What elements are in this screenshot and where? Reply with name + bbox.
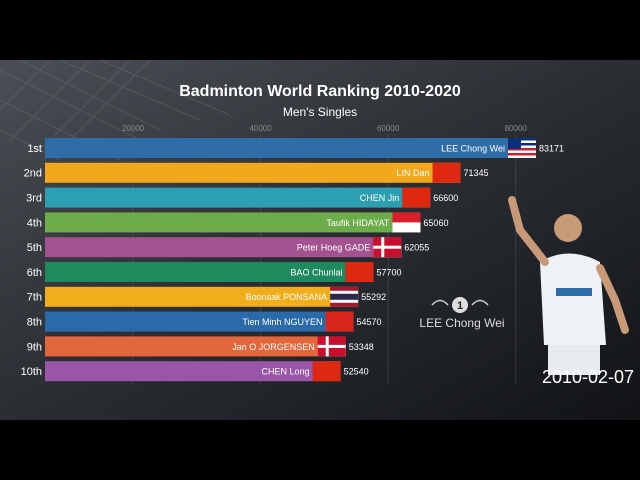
rank-label: 8th (27, 317, 42, 329)
value-label: 66600 (433, 193, 458, 203)
value-label: 65060 (423, 218, 448, 228)
bar-name: BAO Chunlai (290, 267, 342, 277)
bar-name: CHEN Long (262, 367, 310, 377)
flag (392, 222, 421, 233)
bar (45, 262, 374, 282)
bar (45, 286, 359, 307)
flag (312, 361, 341, 382)
bar-name: Peter Hoeg GADE (297, 243, 371, 253)
value-label: 55292 (361, 292, 386, 302)
date: 2010-02-07 (542, 367, 634, 387)
rank-label: 3rd (26, 193, 42, 205)
flag (432, 162, 461, 183)
flag (330, 293, 359, 300)
flag (345, 262, 374, 282)
bar (45, 138, 536, 158)
rank-label: 10th (21, 366, 42, 378)
bar-name: LIN Dan (396, 168, 429, 178)
rank-label: 7th (27, 292, 42, 304)
rank-label: 2nd (24, 168, 42, 180)
x-tick-label: 40000 (249, 124, 272, 133)
bar (45, 336, 346, 357)
bar (45, 187, 431, 208)
bar-name: Tien Minh NGUYEN (242, 317, 322, 327)
flag (507, 138, 521, 149)
flag (507, 150, 536, 153)
value-label: 83171 (539, 143, 564, 153)
bar (45, 162, 461, 183)
x-tick-label: 60000 (377, 124, 400, 133)
bar (45, 237, 402, 258)
rank-label: 4th (27, 217, 42, 229)
rank-label: 5th (27, 242, 42, 254)
value-label: 52540 (344, 367, 369, 377)
leader-name: LEE Chong Wei (419, 316, 504, 330)
rank-label: 6th (27, 267, 42, 279)
rank-label: 1st (27, 143, 42, 155)
chart-title: Badminton World Ranking 2010-2020 (179, 83, 461, 100)
bar (45, 311, 354, 332)
value-label: 62055 (404, 243, 429, 253)
bar-name: CHEN Jin (360, 193, 400, 203)
bar (45, 212, 421, 233)
net-texture (0, 59, 231, 161)
value-label: 71345 (464, 168, 489, 178)
flag (325, 311, 354, 332)
value-label: 53348 (349, 342, 374, 352)
bar-name: Taufik HIDAYAT (326, 218, 390, 228)
x-tick-label: 20000 (122, 124, 145, 133)
bar (45, 361, 341, 382)
bar-name: LEE Chong Wei (441, 143, 505, 153)
bar-name: Boonsak PONSANA (246, 292, 328, 302)
leader-rank: 1 (457, 300, 463, 312)
rank-label: 9th (27, 341, 42, 353)
flag (507, 145, 536, 148)
chart-subtitle: Men's Singles (283, 105, 357, 119)
flag (317, 344, 346, 348)
x-tick-label: 80000 (505, 124, 528, 133)
flag (402, 187, 431, 208)
value-label: 57700 (376, 267, 401, 277)
flag (507, 155, 536, 158)
leader-emblem: 1 LEE Chong Wei (419, 297, 505, 330)
flag (507, 140, 536, 143)
flag (373, 245, 402, 249)
bar-name: Jan O JORGENSEN (232, 342, 315, 352)
value-label: 54570 (357, 317, 382, 327)
player (508, 196, 629, 375)
